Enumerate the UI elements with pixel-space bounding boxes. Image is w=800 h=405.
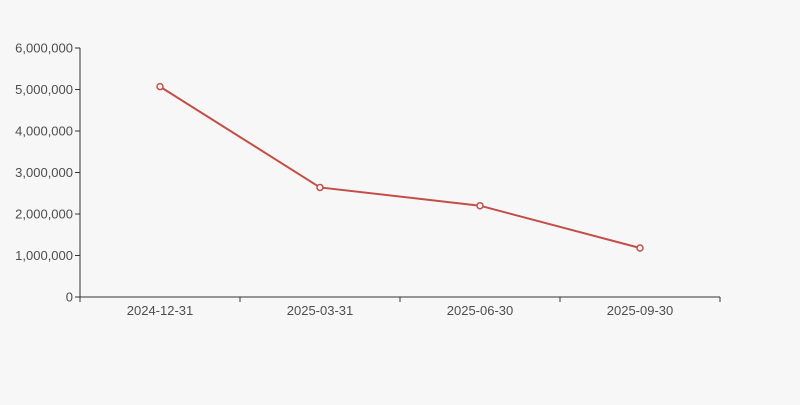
y-axis-label: 4,000,000 bbox=[15, 124, 73, 139]
data-point-marker[interactable] bbox=[476, 201, 484, 210]
x-axis-label: 2025-09-30 bbox=[607, 303, 674, 318]
y-axis-label: 5,000,000 bbox=[15, 82, 73, 97]
y-axis-label: 2,000,000 bbox=[15, 207, 73, 222]
data-point-marker[interactable] bbox=[636, 244, 644, 252]
data-point-marker[interactable] bbox=[316, 183, 324, 192]
y-axis-label: 3,000,000 bbox=[15, 165, 73, 180]
x-axis-label: 2025-03-31 bbox=[287, 303, 354, 318]
x-axis-label: 2024-12-31 bbox=[127, 303, 194, 318]
y-axis-label: 1,000,000 bbox=[15, 248, 73, 263]
trend-line bbox=[159, 85, 641, 250]
y-axis-label: 0 bbox=[66, 290, 73, 305]
x-axis-label: 2025-06-30 bbox=[447, 303, 514, 318]
data-point-marker[interactable] bbox=[156, 82, 164, 91]
y-axis-label: 6,000,000 bbox=[15, 41, 73, 56]
